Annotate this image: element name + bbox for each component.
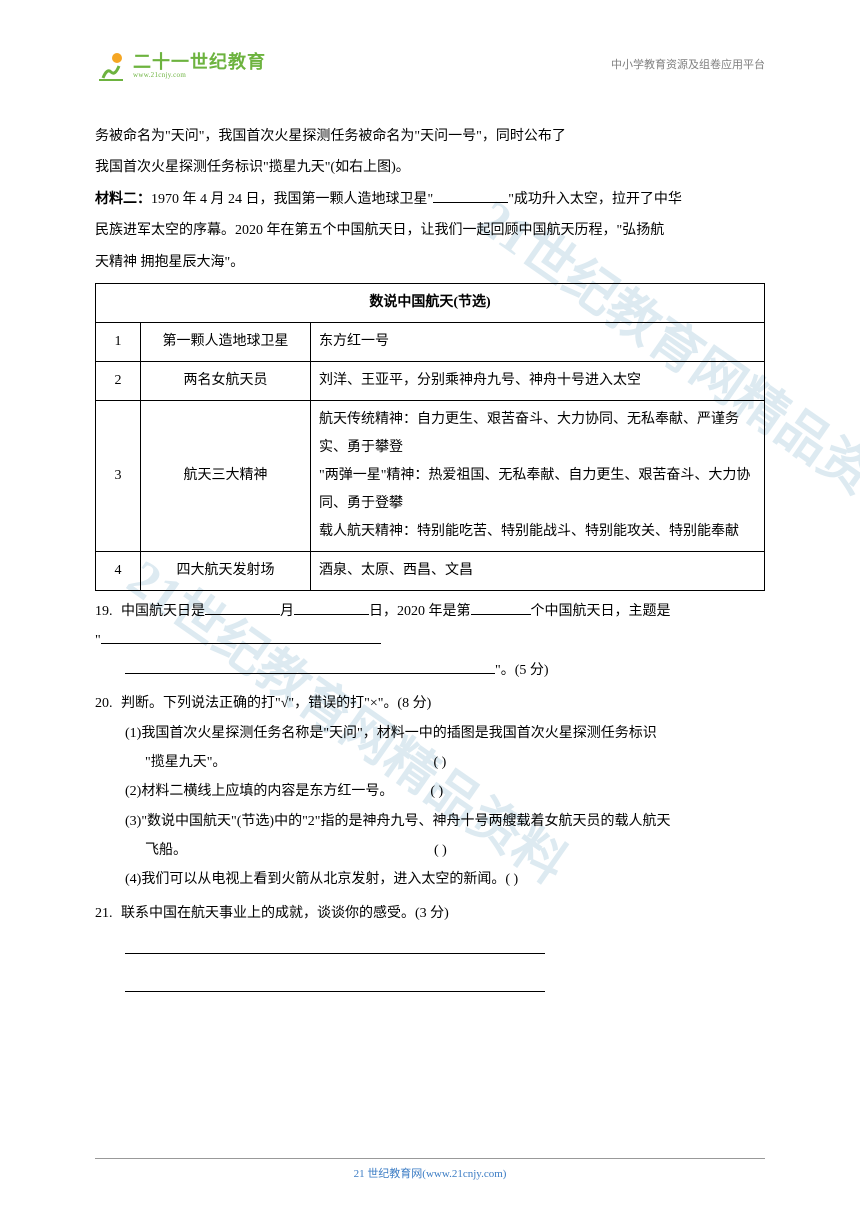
row-num: 3 <box>96 400 141 551</box>
blank-field[interactable] <box>101 626 381 644</box>
question-number: 19. <box>95 597 121 626</box>
text: "成功升入太空，拉开了中华 <box>508 192 682 207</box>
question-19: 19.中国航天日是 月 日，2020 年是第 个中国航天日，主题是 <box>95 597 765 626</box>
text: 中国航天日是 <box>121 604 205 619</box>
table-row: 1 第一颗人造地球卫星 东方红一号 <box>96 322 765 361</box>
blank-field[interactable] <box>125 656 495 674</box>
blank-field[interactable] <box>125 974 545 992</box>
row-desc: 东方红一号 <box>311 322 765 361</box>
text: (2)材料二横线上应填的内容是东方红一号。 <box>125 784 393 799</box>
question-19-cont: "。(5 分) <box>95 656 765 685</box>
paragraph: 天精神 拥抱星辰大海"。 <box>95 248 765 277</box>
text: "揽星九天"。 <box>145 755 226 770</box>
header-right-text: 中小学教育资源及组卷应用平台 <box>611 56 765 72</box>
question-20: 20.判断。下列说法正确的打"√"，错误的打"×"。(8 分) <box>95 689 765 718</box>
paragraph: 务被命名为"天问"，我国首次火星探测任务被命名为"天问一号"，同时公布了 <box>95 122 765 151</box>
row-label: 航天三大精神 <box>141 400 311 551</box>
row-desc: 航天传统精神：自力更生、艰苦奋斗、大力协同、无私奉献、严谨务实、勇于攀登 "两弹… <box>311 400 765 551</box>
answer-paren[interactable]: ( ) <box>430 777 443 806</box>
question-21: 21.联系中国在航天事业上的成就，谈谈你的感受。(3 分) <box>95 899 765 928</box>
text: "。(5 分) <box>495 663 549 678</box>
answer-paren[interactable]: ( ) <box>434 836 447 865</box>
table-row: 2 两名女航天员 刘洋、王亚平，分别乘神舟九号、神舟十号进入太空 <box>96 361 765 400</box>
answer-paren[interactable]: ( ) <box>433 748 446 777</box>
row-num: 1 <box>96 322 141 361</box>
question-number: 20. <box>95 689 121 718</box>
text: 1970 年 4 月 24 日，我国第一颗人造地球卫星" <box>151 192 433 207</box>
sub-question-3-cont: 飞船。 ( ) <box>95 836 765 865</box>
text: 联系中国在航天事业上的成就，谈谈你的感受。(3 分) <box>121 906 449 921</box>
paragraph: 民族进军太空的序幕。2020 年在第五个中国航天日，让我们一起回顾中国航天历程，… <box>95 216 765 245</box>
question-number: 21. <box>95 899 121 928</box>
logo-icon <box>95 50 127 82</box>
sub-question-2: (2)材料二横线上应填的内容是东方红一号。 ( ) <box>95 777 765 806</box>
sub-question-3: (3)"数说中国航天"(节选)中的"2"指的是神舟九号、神舟十号两艘载着女航天员… <box>95 807 765 836</box>
paragraph: 我国首次火星探测任务标识"揽星九天"(如右上图)。 <box>95 153 765 182</box>
answer-line <box>95 936 765 965</box>
table-row: 3 航天三大精神 航天传统精神：自力更生、艰苦奋斗、大力协同、无私奉献、严谨务实… <box>96 400 765 551</box>
text: 飞船。 <box>145 843 187 858</box>
row-desc: 酒泉、太原、西昌、文昌 <box>311 551 765 590</box>
text: 个中国航天日，主题是 <box>531 604 671 619</box>
blank-field[interactable] <box>433 185 508 203</box>
table-title: 数说中国航天(节选) <box>96 283 765 322</box>
blank-field[interactable] <box>471 597 531 615</box>
material-2: 材料二：1970 年 4 月 24 日，我国第一颗人造地球卫星" "成功升入太空，… <box>95 185 765 214</box>
row-label: 四大航天发射场 <box>141 551 311 590</box>
table-title-row: 数说中国航天(节选) <box>96 283 765 322</box>
row-num: 2 <box>96 361 141 400</box>
text: 判断。下列说法正确的打"√"，错误的打"×"。(8 分) <box>121 696 431 711</box>
blank-field[interactable] <box>294 597 369 615</box>
sub-question-4: (4)我们可以从电视上看到火箭从北京发射，进入太空的新闻。( ) <box>95 865 765 894</box>
material-label: 材料二： <box>95 192 151 207</box>
content: 务被命名为"天问"，我国首次火星探测任务被命名为"天问一号"，同时公布了 我国首… <box>95 122 765 1003</box>
row-label: 第一颗人造地球卫星 <box>141 322 311 361</box>
blank-field[interactable] <box>125 936 545 954</box>
table-row: 4 四大航天发射场 酒泉、太原、西昌、文昌 <box>96 551 765 590</box>
row-num: 4 <box>96 551 141 590</box>
text: 日，2020 年是第 <box>369 604 471 619</box>
logo-area: 二十一世纪教育 www.21cnjy.com <box>95 50 266 82</box>
text: 月 <box>280 604 294 619</box>
row-label: 两名女航天员 <box>141 361 311 400</box>
row-desc: 刘洋、王亚平，分别乘神舟九号、神舟十号进入太空 <box>311 361 765 400</box>
page-header: 二十一世纪教育 www.21cnjy.com 中小学教育资源及组卷应用平台 <box>95 50 765 82</box>
question-19-cont: " <box>95 626 765 655</box>
data-table: 数说中国航天(节选) 1 第一颗人造地球卫星 东方红一号 2 两名女航天员 刘洋… <box>95 283 765 591</box>
sub-question-1: (1)我国首次火星探测任务名称是"天问"，材料一中的插图是我国首次火星探测任务标… <box>95 719 765 748</box>
logo-text: 二十一世纪教育 www.21cnjy.com <box>133 53 266 79</box>
sub-question-1-cont: "揽星九天"。 ( ) <box>95 748 765 777</box>
blank-field[interactable] <box>205 597 280 615</box>
page-footer: 21 世纪教育网(www.21cnjy.com) <box>95 1158 765 1181</box>
logo-main-text: 二十一世纪教育 <box>133 53 266 71</box>
answer-line <box>95 974 765 1003</box>
logo-url: www.21cnjy.com <box>133 71 266 79</box>
